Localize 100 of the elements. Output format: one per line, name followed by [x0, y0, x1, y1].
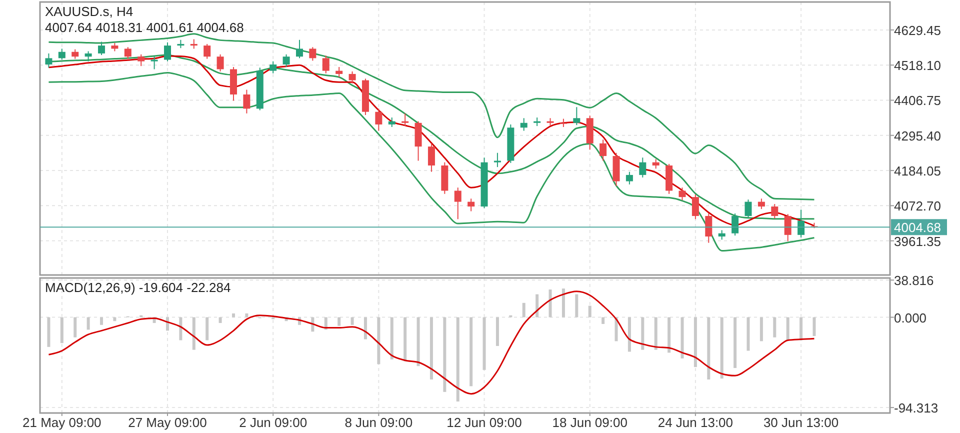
y-tick-label: 4295.40 — [894, 128, 941, 144]
bar — [74, 317, 77, 338]
candlestick — [204, 43, 211, 60]
candlestick — [296, 39, 303, 59]
candlestick — [124, 46, 132, 60]
bar — [496, 317, 499, 346]
line-series — [48, 33, 815, 200]
bar — [548, 289, 552, 318]
bar — [562, 288, 565, 318]
candlestick — [190, 38, 198, 50]
candlestick — [309, 46, 316, 62]
candlestick — [414, 120, 422, 162]
candlestick — [388, 117, 396, 128]
candlestick — [402, 112, 409, 127]
candlestick — [270, 60, 277, 74]
candlestick — [98, 41, 106, 56]
candlestick — [744, 199, 752, 218]
text: 4007.64 4018.31 4001.61 4004.68 — [45, 20, 244, 35]
bar — [641, 317, 644, 350]
bar — [707, 317, 710, 380]
candlestick — [732, 212, 739, 236]
bar — [575, 294, 578, 318]
candlestick — [336, 66, 343, 78]
bar — [338, 317, 341, 326]
bar — [47, 317, 50, 347]
bar — [416, 317, 420, 366]
bar — [350, 317, 354, 325]
bar — [734, 317, 737, 368]
bar — [800, 317, 803, 340]
y-tick-label: 4072.70 — [894, 198, 941, 214]
candlestick — [520, 118, 528, 132]
bar — [812, 317, 816, 336]
candlestick — [798, 209, 805, 238]
y-tick-label: 3961.35 — [894, 234, 941, 249]
bar — [720, 317, 724, 379]
x-tick-label: 8 Jun 09:00 — [344, 415, 413, 430]
bar — [680, 317, 684, 358]
bar — [654, 317, 658, 350]
candlestick — [758, 198, 765, 210]
bar — [390, 317, 394, 360]
ref-line-label: 4004.68 — [894, 220, 941, 236]
bar — [668, 317, 671, 353]
bar — [113, 317, 116, 322]
candlestick — [718, 230, 726, 240]
candlestick — [639, 157, 646, 178]
bar — [470, 317, 473, 386]
bar — [430, 317, 433, 380]
bar — [179, 317, 182, 340]
x-tick-label: 21 May 09:00 — [22, 415, 102, 430]
line-series — [48, 72, 815, 252]
candlestick — [150, 56, 158, 70]
chart-title: XAUUSD.s, H4 — [45, 4, 134, 19]
bar — [773, 317, 776, 338]
y-tick-label: 38.816 — [894, 273, 934, 288]
candlestick — [454, 187, 462, 220]
y-tick-label: 0.000 — [894, 310, 927, 326]
candlestick — [784, 214, 792, 242]
candlestick — [468, 198, 475, 212]
bar — [443, 317, 446, 392]
candlestick — [322, 55, 330, 74]
candlestick — [45, 52, 52, 68]
bar — [404, 317, 407, 362]
bar — [86, 317, 90, 330]
candlestick — [678, 187, 686, 201]
x-tick-label: 18 Jun 09:00 — [552, 415, 628, 430]
candlestick — [164, 42, 171, 62]
candlestick — [600, 139, 607, 162]
bar — [628, 317, 631, 352]
candlestick — [573, 106, 580, 126]
y-tick-label: 4518.10 — [894, 58, 941, 74]
candlestick — [216, 54, 224, 72]
candlestick — [84, 50, 92, 62]
candlestick — [282, 54, 290, 68]
candlestick — [243, 89, 250, 114]
candlestick — [771, 203, 778, 220]
bar — [536, 294, 539, 318]
candlestick — [692, 194, 699, 220]
bar — [456, 317, 460, 402]
bar — [245, 313, 248, 318]
y-tick-label: 4629.45 — [894, 22, 941, 38]
y-tick-label: -94.313 — [894, 400, 938, 416]
candlestick — [705, 212, 712, 244]
candlestick — [58, 48, 66, 60]
x-tick-label: 12 Jun 09:00 — [446, 415, 522, 430]
bar — [192, 317, 196, 350]
x-tick-label: 30 Jun 13:00 — [763, 415, 839, 430]
candlestick — [138, 54, 145, 67]
bar — [588, 306, 592, 318]
candlestick — [72, 48, 79, 60]
y-tick-label: 4406.75 — [894, 93, 941, 108]
bar — [60, 317, 64, 344]
candlestick — [428, 142, 435, 172]
bar — [746, 317, 750, 351]
bar — [218, 317, 222, 323]
y-tick-label: 4184.05 — [894, 164, 941, 179]
bar — [786, 317, 790, 340]
x-tick-label: 27 May 09:00 — [128, 415, 207, 430]
candlestick — [626, 171, 633, 185]
chart-title: MACD(12,26,9) -19.604 -22.284 — [45, 280, 231, 295]
bar — [377, 317, 380, 364]
